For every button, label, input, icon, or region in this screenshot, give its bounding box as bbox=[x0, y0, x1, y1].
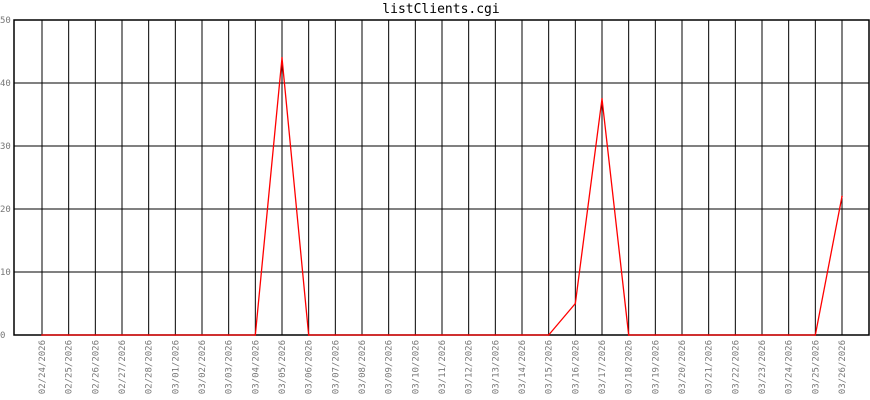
x-tick-label: 03/16/2026 bbox=[571, 340, 581, 394]
series bbox=[41, 57, 843, 336]
data-point bbox=[707, 334, 710, 336]
data-point bbox=[201, 334, 203, 336]
x-tick-label: 03/04/2026 bbox=[251, 340, 261, 394]
data-point bbox=[414, 334, 417, 336]
y-tick-label: 10 bbox=[0, 268, 11, 278]
x-tick-label: 02/24/2026 bbox=[38, 340, 48, 394]
y-axis: 0 10 20 30 40 50 bbox=[0, 16, 11, 341]
data-point bbox=[441, 334, 443, 336]
x-tick-label: 03/19/2026 bbox=[651, 340, 661, 394]
x-tick-label: 03/26/2026 bbox=[838, 340, 848, 394]
x-tick-label: 03/05/2026 bbox=[278, 340, 288, 394]
x-tick-label: 02/28/2026 bbox=[145, 340, 155, 394]
x-tick-label: 03/13/2026 bbox=[491, 340, 501, 394]
data-point bbox=[627, 334, 630, 336]
x-tick-label: 02/26/2026 bbox=[91, 340, 101, 394]
data-point bbox=[681, 334, 683, 336]
data-point bbox=[521, 334, 523, 336]
x-tick-label: 03/12/2026 bbox=[465, 340, 475, 394]
x-tick-label: 03/14/2026 bbox=[518, 340, 528, 394]
x-tick-label: 03/10/2026 bbox=[411, 340, 421, 394]
data-point bbox=[547, 334, 550, 336]
data-point bbox=[334, 334, 337, 336]
x-axis: 02/24/2026 02/25/2026 02/26/2026 02/27/2026… bbox=[38, 340, 848, 394]
x-tick-label: 03/21/2026 bbox=[705, 340, 715, 394]
y-tick-label: 30 bbox=[0, 142, 11, 152]
y-tick-label: 40 bbox=[0, 79, 11, 89]
x-tick-label: 03/09/2026 bbox=[385, 340, 395, 394]
x-tick-label: 03/06/2026 bbox=[305, 340, 315, 394]
data-point bbox=[814, 334, 817, 336]
x-tick-label: 03/15/2026 bbox=[545, 340, 555, 394]
x-tick-label: 03/07/2026 bbox=[331, 340, 341, 394]
data-point bbox=[121, 334, 123, 336]
x-tick-label: 02/27/2026 bbox=[118, 340, 128, 394]
x-tick-label: 03/22/2026 bbox=[731, 340, 741, 394]
x-tick-label: 03/11/2026 bbox=[438, 340, 448, 394]
x-tick-label: 03/18/2026 bbox=[625, 340, 635, 394]
data-point bbox=[761, 334, 763, 336]
chart-title: listClients.cgi bbox=[382, 2, 499, 17]
data-point bbox=[734, 334, 737, 336]
data-point bbox=[254, 334, 257, 336]
data-point bbox=[67, 334, 70, 336]
data-point bbox=[787, 334, 790, 336]
x-tick-label: 03/08/2026 bbox=[358, 340, 368, 394]
data-point bbox=[601, 97, 603, 100]
data-point bbox=[361, 334, 363, 336]
grid bbox=[13, 19, 870, 336]
y-tick-label: 0 bbox=[0, 331, 5, 341]
data-point bbox=[467, 334, 470, 336]
data-point bbox=[307, 334, 310, 336]
x-tick-label: 03/17/2026 bbox=[598, 340, 608, 394]
x-tick-label: 03/23/2026 bbox=[758, 340, 768, 394]
x-tick-label: 03/03/2026 bbox=[225, 340, 235, 394]
x-tick-label: 02/25/2026 bbox=[65, 340, 75, 394]
data-point bbox=[654, 334, 657, 336]
y-tick-label: 20 bbox=[0, 205, 11, 215]
x-tick-label: 03/24/2026 bbox=[785, 340, 795, 394]
data-point bbox=[281, 57, 283, 59]
data-point bbox=[41, 334, 43, 336]
data-point bbox=[574, 302, 577, 305]
data-point bbox=[387, 334, 390, 336]
data-point bbox=[227, 334, 230, 336]
data-point bbox=[94, 334, 97, 336]
y-tick-label: 50 bbox=[0, 16, 11, 26]
data-point bbox=[841, 195, 843, 198]
data-point bbox=[174, 334, 177, 336]
data-point bbox=[494, 334, 497, 336]
x-tick-label: 03/01/2026 bbox=[171, 340, 181, 394]
x-tick-label: 03/25/2026 bbox=[811, 340, 821, 394]
data-point bbox=[147, 334, 150, 336]
x-tick-label: 03/02/2026 bbox=[198, 340, 208, 394]
x-tick-label: 03/20/2026 bbox=[678, 340, 688, 394]
